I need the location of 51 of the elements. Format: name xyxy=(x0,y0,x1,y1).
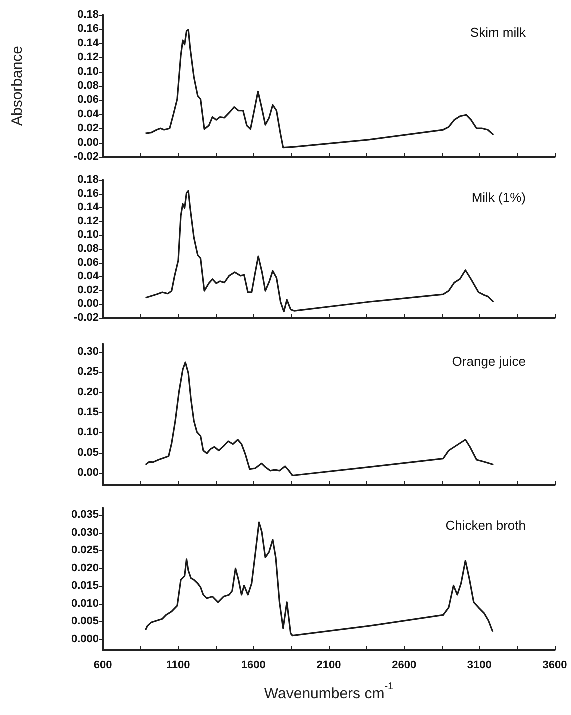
x-tick-label: 2600 xyxy=(392,660,417,672)
y-tick-label: 0.12 xyxy=(78,215,99,228)
y-tick-label: 0.10 xyxy=(78,229,99,242)
y-tick-label: 0.20 xyxy=(78,386,99,398)
y-tick-label: 0.14 xyxy=(78,202,100,214)
y-tick-label: 0.25 xyxy=(78,366,99,378)
y-tick-label: 0.18 xyxy=(78,9,99,21)
y-tick-label: 0.18 xyxy=(78,174,99,186)
y-tick-label: 0.000 xyxy=(71,633,99,646)
y-tick-label: 0.06 xyxy=(78,256,99,269)
x-tick-label: 1600 xyxy=(241,660,266,672)
y-tick-label: 0.12 xyxy=(78,52,99,64)
y-tick-label: 0.015 xyxy=(71,580,99,592)
x-tick-label: 1100 xyxy=(166,660,190,672)
y-tick-label: 0.16 xyxy=(78,23,99,36)
line-series xyxy=(144,522,494,637)
y-axis-title: Absorbance xyxy=(9,46,26,126)
y-tick-label: 0.005 xyxy=(71,616,99,628)
y-tick-label: 0.15 xyxy=(78,406,99,418)
y-tick-label: 0.08 xyxy=(78,80,99,92)
y-tick-label: 0.08 xyxy=(78,243,99,255)
y-tick-label: 0.02 xyxy=(78,284,99,296)
line-series xyxy=(144,190,494,313)
x-tick-label: 2100 xyxy=(316,660,342,672)
y-tick-label: 0.025 xyxy=(71,544,99,557)
y-tick-label: 0.30 xyxy=(78,346,99,358)
text: Milk (1%) xyxy=(472,190,526,205)
y-tick-label: 0.00 xyxy=(78,466,99,479)
x-tick-label: 3100 xyxy=(467,660,492,672)
y-tick-label: 0.16 xyxy=(78,188,99,200)
y-tick-label: 0.020 xyxy=(71,562,99,574)
y-tick-label: 0.04 xyxy=(78,108,100,120)
y-tick-label: 0.10 xyxy=(78,426,99,439)
y-tick-label: 0.06 xyxy=(78,94,99,106)
y-tick-label: 0.030 xyxy=(71,526,99,539)
x-tick-label: 600 xyxy=(94,660,112,672)
y-tick-label: 0.04 xyxy=(78,270,100,283)
y-tick-label: 0.010 xyxy=(71,598,99,610)
y-tick-label: 0.035 xyxy=(71,509,99,522)
y-tick-label: 0.02 xyxy=(78,122,99,135)
y-tick-label: -0.02 xyxy=(74,312,99,324)
y-tick-label: 0.00 xyxy=(78,298,99,310)
text: Orange juice xyxy=(452,354,526,369)
y-tick-label: 0.10 xyxy=(78,66,99,78)
y-tick-label: 0.00 xyxy=(78,136,99,149)
text: Skim milk xyxy=(470,25,526,40)
y-tick-label: 0.05 xyxy=(78,446,99,459)
text: Chicken broth xyxy=(446,518,526,533)
x-tick-label: 3600 xyxy=(542,660,568,672)
y-tick-label: -0.02 xyxy=(74,151,99,163)
y-tick-label: 0.14 xyxy=(78,37,100,50)
